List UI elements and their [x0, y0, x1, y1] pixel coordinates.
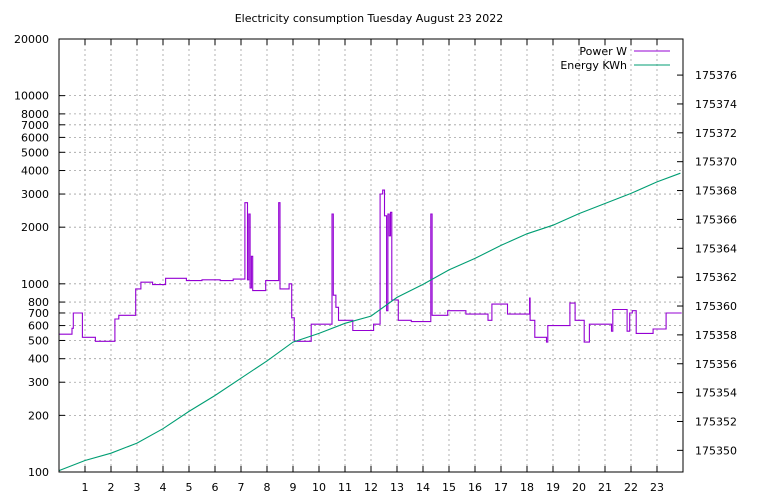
- x-tick-label: 17: [494, 481, 508, 494]
- y2-tick-label: 175376: [695, 69, 737, 82]
- y2-tick-label: 175374: [695, 98, 737, 111]
- y2-tick-label: 175356: [695, 358, 737, 371]
- y-tick-label: 500: [28, 334, 49, 347]
- x-tick-label: 12: [364, 481, 378, 494]
- x-tick-label: 15: [442, 481, 456, 494]
- y2-tick-label: 175362: [695, 271, 737, 284]
- y-tick-label: 6000: [21, 131, 49, 144]
- y2-tick-label: 175350: [695, 444, 737, 457]
- x-tick-label: 3: [134, 481, 141, 494]
- y-tick-label: 4000: [21, 165, 49, 178]
- y-tick-label: 7000: [21, 119, 49, 132]
- ticks: 1 2 3 4 5 6 7 8 9 10 11 12 13 14 15 16 17 18 19 20 21 22 23100…: [14, 33, 737, 494]
- y2-tick-label: 175368: [695, 185, 737, 198]
- y-tick-label: 10000: [14, 90, 49, 103]
- grid: [59, 38, 683, 473]
- y-tick-label: 20000: [14, 33, 49, 46]
- y-tick-label: 400: [28, 353, 49, 366]
- y-tick-label: 200: [28, 409, 49, 422]
- legend-label: Power W: [579, 45, 627, 58]
- y2-tick-label: 175370: [695, 156, 737, 169]
- x-tick-label: 1: [82, 481, 89, 494]
- y-tick-label: 5000: [21, 146, 49, 159]
- series-line-energy: [58, 172, 681, 472]
- y-tick-label: 2000: [21, 221, 49, 234]
- x-tick-label: 22: [624, 481, 638, 494]
- x-tick-label: 6: [212, 481, 219, 494]
- y2-tick-label: 175364: [695, 242, 737, 255]
- x-tick-label: 10: [312, 481, 326, 494]
- x-tick-label: 23: [650, 481, 664, 494]
- x-tick-label: 9: [290, 481, 297, 494]
- y-tick-label: 8000: [21, 108, 49, 121]
- x-tick-label: 16: [468, 481, 482, 494]
- x-tick-label: 8: [264, 481, 271, 494]
- legend-label: Energy KWh: [560, 59, 627, 72]
- x-tick-label: 7: [238, 481, 245, 494]
- x-tick-label: 5: [186, 481, 193, 494]
- y2-tick-label: 175352: [695, 415, 737, 428]
- x-tick-label: 11: [338, 481, 352, 494]
- y-tick-label: 700: [28, 307, 49, 320]
- series-layer: [58, 172, 682, 472]
- y-tick-label: 300: [28, 376, 49, 389]
- x-tick-label: 20: [572, 481, 586, 494]
- x-tick-label: 13: [390, 481, 404, 494]
- y2-tick-label: 175358: [695, 329, 737, 342]
- y-tick-label: 800: [28, 296, 49, 309]
- y-tick-label: 1000: [21, 278, 49, 291]
- series-line-power: [59, 189, 682, 343]
- y2-tick-label: 175360: [695, 300, 737, 313]
- y-tick-label: 600: [28, 320, 49, 333]
- x-tick-label: 2: [108, 481, 115, 494]
- x-tick-label: 21: [598, 481, 612, 494]
- y-tick-label: 3000: [21, 188, 49, 201]
- y2-tick-label: 175372: [695, 127, 737, 140]
- x-tick-label: 14: [416, 481, 430, 494]
- y-tick-label: 100: [28, 466, 49, 479]
- x-tick-label: 18: [520, 481, 534, 494]
- x-tick-label: 4: [160, 481, 167, 494]
- y2-tick-label: 175354: [695, 387, 737, 400]
- chart-title: Electricity consumption Tuesday August 2…: [235, 12, 504, 25]
- y2-tick-label: 175366: [695, 213, 737, 226]
- x-tick-label: 19: [546, 481, 560, 494]
